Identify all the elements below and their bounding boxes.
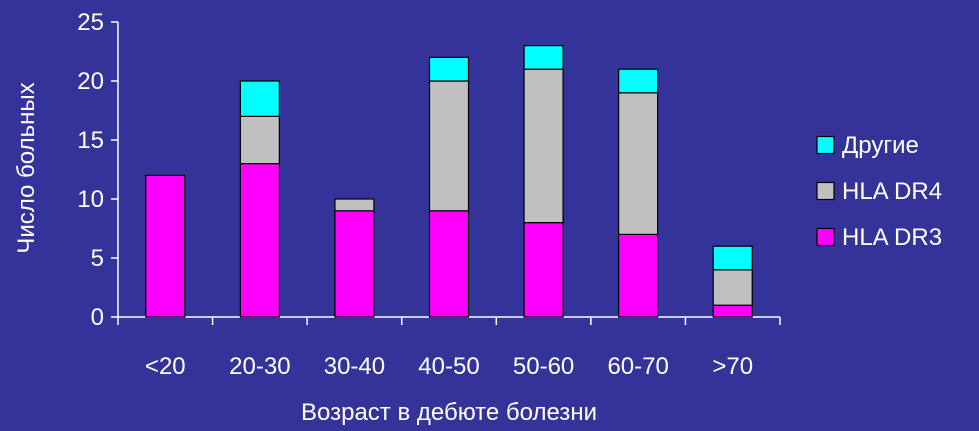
legend-label: HLA DR4: [842, 178, 942, 205]
bar-hla-dr4: [239, 115, 280, 165]
bar-другие: [523, 44, 564, 70]
legend-swatch: [816, 227, 835, 247]
y-axis-title: Число больных: [13, 82, 40, 253]
x-tick-label: 50-60: [513, 353, 574, 380]
bar-другие: [239, 80, 280, 118]
y-tick-label: 20: [77, 68, 104, 95]
bar-hla-dr3: [523, 222, 564, 318]
x-tick-label: 60-70: [607, 353, 668, 380]
y-tick-label: 0: [91, 304, 104, 331]
bar-hla-dr4: [712, 269, 753, 306]
bar-hla-dr4: [334, 198, 375, 212]
bar-hla-dr3: [239, 163, 280, 318]
x-tick-label: 40-50: [418, 353, 479, 380]
y-tick-label: 10: [77, 186, 104, 213]
bar-hla-dr4: [523, 68, 564, 224]
bar-hla-dr4: [428, 80, 470, 212]
x-tick-label: <20: [145, 353, 186, 380]
bar-hla-dr4: [618, 92, 659, 236]
bars: [145, 44, 753, 318]
bar-hla-dr3: [618, 233, 659, 318]
legend-label: HLA DR3: [842, 224, 942, 251]
y-tick-label: 15: [77, 127, 104, 154]
legend-swatch: [816, 181, 835, 201]
x-axis: <20 20-30 30-40 40-50 50-60 60-70 >70: [117, 316, 781, 380]
y-axis: 0 5 10 15 20 25: [77, 9, 119, 331]
y-tick-label: 5: [91, 245, 104, 272]
bar-другие: [618, 68, 659, 94]
legend-label: Другие: [842, 132, 919, 159]
bar-hla-dr3: [334, 210, 375, 318]
x-tick-label: 30-40: [324, 353, 385, 380]
legend: Другие HLA DR4 HLA DR3: [816, 132, 942, 251]
bar-другие: [428, 56, 470, 82]
x-axis-title: Возраст в дебюте болезни: [301, 399, 597, 426]
x-tick-label: 20-30: [229, 353, 290, 380]
bar-hla-dr3: [428, 210, 470, 318]
legend-swatch: [816, 135, 835, 155]
y-tick-label: 25: [77, 9, 104, 36]
bar-hla-dr3: [145, 174, 186, 318]
bar-hla-dr3: [712, 304, 753, 318]
bar-другие: [712, 245, 753, 271]
x-tick-label: >70: [712, 353, 753, 380]
